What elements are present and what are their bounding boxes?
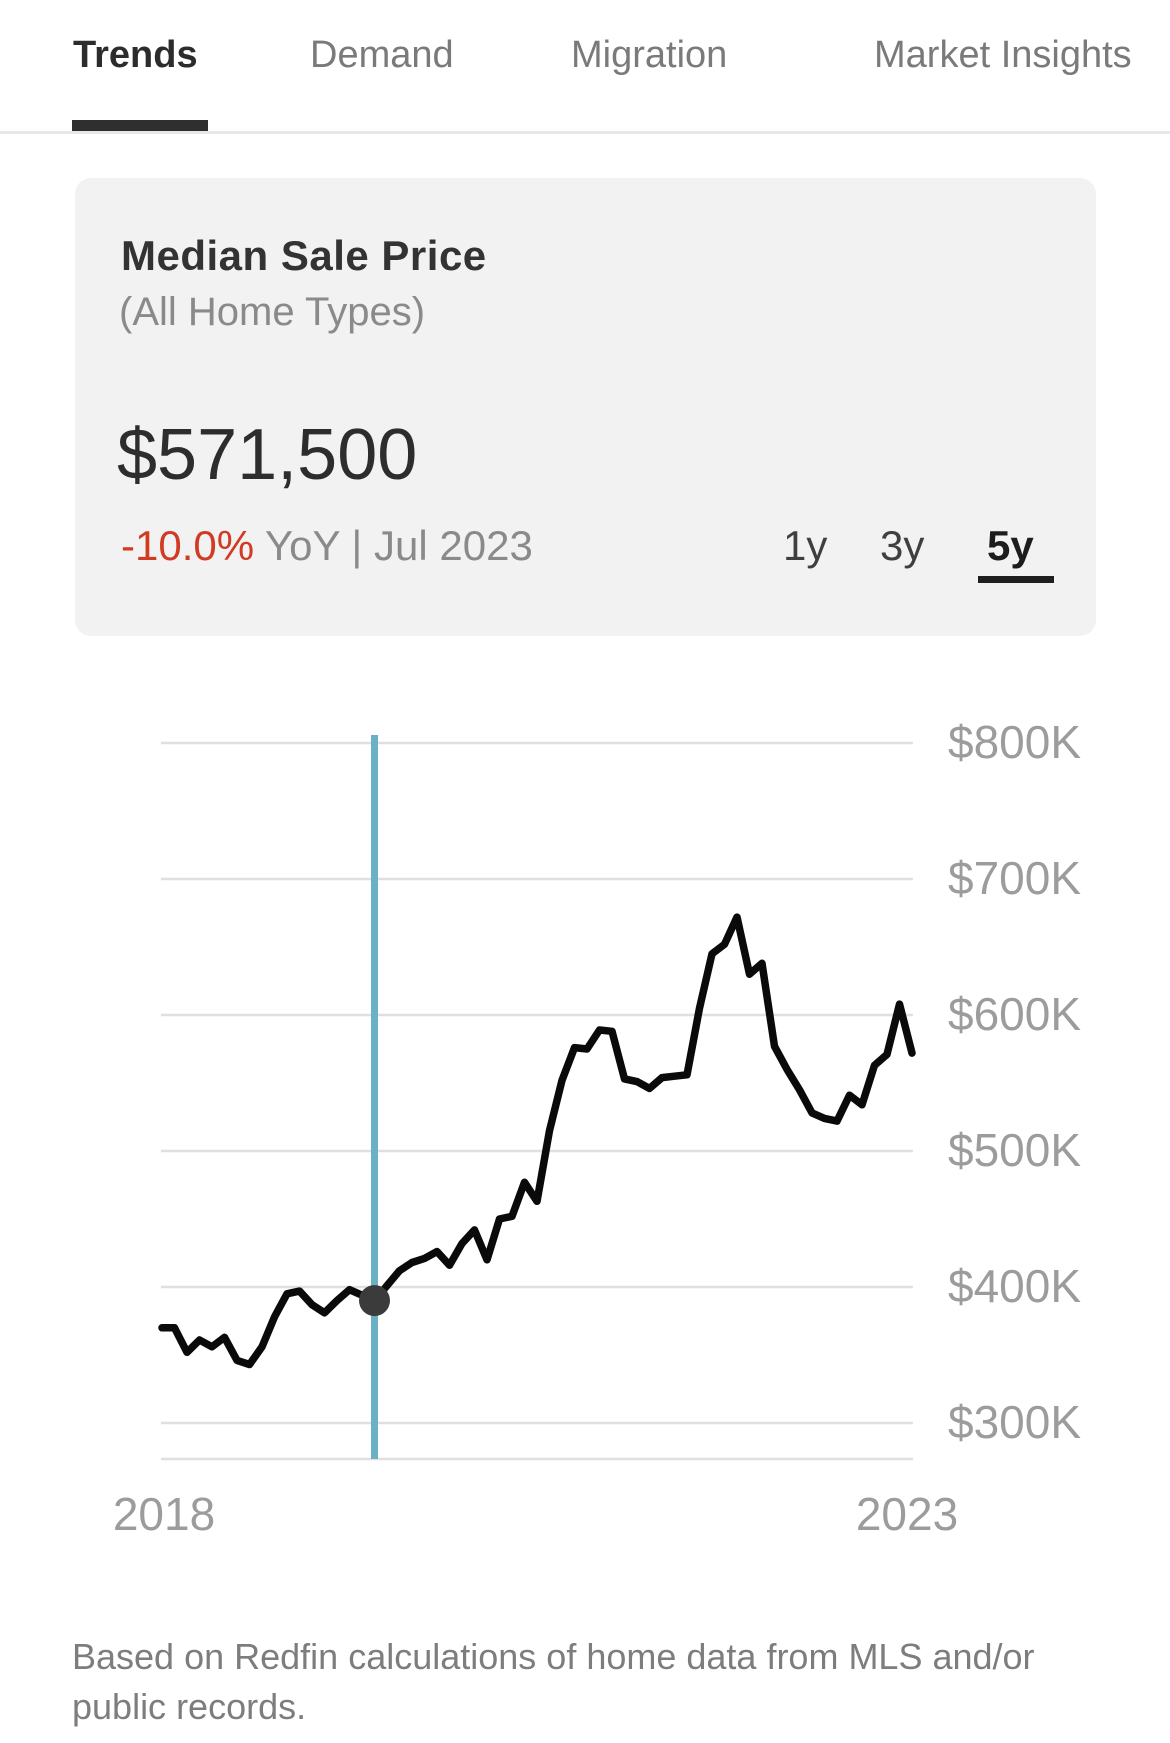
tab-demand[interactable]: Demand: [310, 34, 454, 76]
tab-migration[interactable]: Migration: [571, 34, 728, 76]
y-axis-tick-label: $400K: [948, 1260, 1082, 1312]
card-title: Median Sale Price: [121, 232, 487, 279]
range-button-5y[interactable]: 5y: [987, 522, 1034, 569]
median-sale-price-card: Median Sale Price (All Home Types) $571,…: [75, 178, 1096, 636]
price-value: $571,500: [117, 415, 418, 495]
tab-bar-divider: [0, 131, 1170, 134]
y-axis-tick-label: $700K: [948, 852, 1082, 904]
active-range-underline: [978, 576, 1054, 583]
x-axis-label-start: 2018: [112, 1488, 216, 1540]
tab-bar: Trends Demand Migration Market Insights: [0, 0, 1170, 134]
tab-trends[interactable]: Trends: [73, 34, 198, 76]
yoy-delta: -10.0%: [121, 522, 255, 569]
y-axis-tick-label: $600K: [948, 988, 1082, 1040]
active-tab-underline: [72, 120, 208, 131]
y-axis-tick-label: $500K: [948, 1124, 1082, 1176]
tab-market-insights[interactable]: Market Insights: [874, 34, 1132, 76]
yoy-change: -10.0% YoY | Jul 2023: [121, 522, 533, 570]
price-line-series: [158, 913, 916, 1369]
yoy-date: YoY | Jul 2023: [254, 522, 533, 569]
range-button-3y[interactable]: 3y: [880, 522, 925, 569]
range-button-1y[interactable]: 1y: [783, 522, 828, 569]
card-subtitle: (All Home Types): [119, 290, 426, 334]
data-attribution-footnote: Based on Redfin calculations of home dat…: [72, 1636, 1035, 1727]
hover-marker-dot: [359, 1285, 390, 1317]
x-axis-label-end: 2023: [855, 1488, 959, 1540]
y-axis-tick-label: $800K: [948, 716, 1082, 768]
y-axis-tick-label: $300K: [948, 1396, 1082, 1448]
